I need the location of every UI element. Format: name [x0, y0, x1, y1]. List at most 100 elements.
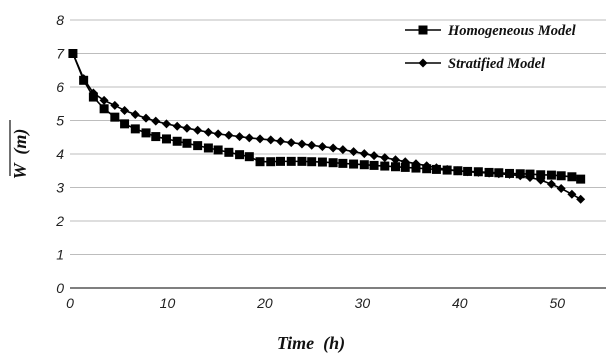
data-point-1-7: [141, 113, 151, 123]
data-point-1-35: [431, 163, 441, 173]
x-axis-title: Time (h): [277, 333, 345, 354]
data-point-1-28: [359, 149, 369, 159]
data-point-0-10: [172, 136, 182, 146]
data-point-0-17: [244, 152, 254, 162]
data-point-1-33: [411, 159, 421, 169]
data-point-1-21: [286, 138, 296, 148]
data-point-1-6: [130, 109, 140, 119]
legend-marker-1: [418, 58, 428, 68]
data-point-0-27: [349, 159, 359, 169]
data-point-0-14: [213, 145, 223, 155]
data-point-1-19: [266, 135, 276, 145]
y-tick-label-1: 1: [56, 247, 64, 263]
data-point-0-11: [182, 138, 192, 148]
y-tick-label-2: 2: [55, 213, 64, 229]
data-point-1-11: [182, 123, 192, 133]
legend-label-0: Homogeneous Model: [447, 23, 576, 39]
data-point-0-16: [235, 150, 245, 160]
data-point-0-7: [141, 128, 151, 138]
data-point-1-46: [546, 179, 556, 189]
data-point-1-25: [328, 143, 338, 153]
data-point-1-15: [224, 130, 234, 140]
data-point-1-39: [473, 167, 483, 177]
data-point-0-5: [120, 119, 130, 129]
series: [68, 49, 586, 204]
data-point-1-41: [494, 169, 504, 179]
data-point-1-31: [390, 155, 400, 165]
data-point-0-49: [576, 174, 586, 184]
data-point-0-9: [161, 134, 171, 144]
data-point-1-20: [276, 136, 286, 146]
data-point-1-40: [484, 168, 494, 178]
y-axis-title: W (m): [10, 129, 31, 180]
y-tick-label-7: 7: [56, 46, 65, 62]
data-point-1-30: [380, 153, 390, 163]
data-point-1-38: [463, 167, 473, 177]
data-point-0-8: [151, 132, 161, 142]
data-point-1-47: [556, 184, 566, 194]
x-tick-label-0: 0: [66, 295, 74, 311]
series-1: [68, 49, 586, 204]
data-point-1-17: [244, 133, 254, 143]
data-point-1-49: [576, 194, 586, 204]
y-tick-labels: 0 1 2 3 4 5 6 7 8: [55, 12, 65, 296]
data-point-1-44: [525, 172, 535, 182]
data-point-1-0: [68, 49, 78, 58]
data-point-1-1: [79, 74, 89, 84]
x-tick-label-50: 50: [549, 295, 565, 311]
data-point-1-26: [338, 145, 348, 155]
y-tick-label-6: 6: [56, 79, 64, 95]
x-tick-label-40: 40: [452, 295, 468, 311]
y-tick-label-3: 3: [56, 180, 64, 196]
data-point-1-37: [453, 166, 463, 176]
data-point-0-47: [556, 171, 566, 181]
data-point-1-18: [255, 134, 265, 144]
data-point-1-4: [110, 100, 120, 110]
data-point-0-46: [546, 170, 556, 180]
data-point-1-2: [88, 88, 98, 98]
legend-label-1: Stratified Model: [448, 56, 545, 72]
data-point-0-18: [255, 157, 265, 167]
data-point-0-45: [536, 170, 546, 180]
data-point-0-23: [307, 157, 317, 167]
y-tick-label-4: 4: [56, 146, 64, 162]
data-point-1-42: [505, 169, 515, 179]
data-point-0-25: [328, 158, 338, 168]
data-point-0-21: [286, 156, 296, 166]
data-point-0-29: [369, 160, 379, 170]
data-point-0-24: [317, 157, 327, 167]
data-point-0-4: [110, 112, 120, 122]
data-point-1-10: [172, 121, 182, 131]
data-point-0-12: [193, 141, 203, 151]
data-point-1-8: [151, 116, 161, 126]
data-point-0-15: [224, 147, 234, 157]
x-tick-label-30: 30: [355, 295, 371, 311]
data-point-1-16: [235, 132, 245, 142]
data-point-0-32: [400, 162, 410, 172]
data-point-0-3: [99, 104, 109, 114]
data-point-1-14: [213, 129, 223, 139]
data-point-1-24: [317, 142, 327, 152]
data-point-0-30: [380, 161, 390, 171]
data-point-1-48: [567, 189, 577, 199]
data-point-0-20: [276, 156, 286, 166]
data-point-1-34: [422, 161, 432, 171]
data-point-1-27: [349, 147, 359, 157]
data-point-0-19: [266, 157, 276, 167]
data-point-0-26: [338, 158, 348, 168]
data-point-0-31: [390, 162, 400, 172]
y-tick-label-5: 5: [56, 113, 64, 129]
legend: Homogeneous Model Stratified Model: [405, 23, 576, 72]
x-tick-labels: 0 10 20 30 40 50: [66, 295, 565, 311]
y-tick-label-0: 0: [56, 280, 64, 296]
data-point-1-13: [203, 127, 213, 137]
series-line-1: [72, 53, 582, 200]
data-point-1-45: [536, 175, 546, 185]
data-point-1-32: [400, 157, 410, 167]
data-point-1-9: [161, 119, 171, 129]
data-point-1-12: [193, 125, 203, 135]
data-point-0-6: [130, 124, 140, 134]
data-point-1-36: [442, 164, 452, 174]
data-point-0-48: [567, 172, 577, 182]
